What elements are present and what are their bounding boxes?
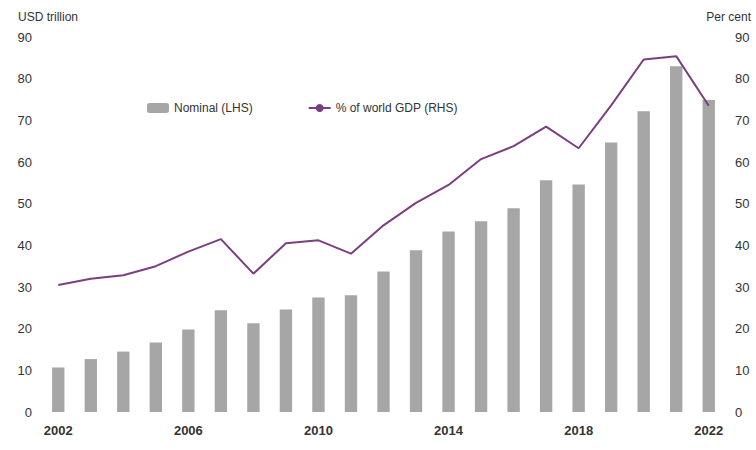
svg-text:30: 30 [18,280,32,295]
svg-text:USD trillion: USD trillion [18,10,78,24]
svg-text:60: 60 [18,155,32,170]
svg-text:50: 50 [18,196,32,211]
svg-text:70: 70 [735,113,749,128]
svg-text:2010: 2010 [304,423,333,438]
svg-text:80: 80 [18,71,32,86]
svg-text:70: 70 [18,113,32,128]
svg-text:2022: 2022 [694,423,723,438]
svg-text:90: 90 [735,30,749,45]
svg-text:2006: 2006 [174,423,203,438]
svg-text:50: 50 [735,196,749,211]
svg-text:20: 20 [735,321,749,336]
svg-text:80: 80 [735,71,749,86]
svg-text:10: 10 [18,363,32,378]
svg-text:0: 0 [25,405,32,420]
svg-text:0: 0 [735,405,742,420]
svg-text:Per cent: Per cent [706,10,751,24]
svg-text:2018: 2018 [564,423,593,438]
svg-text:2014: 2014 [434,423,464,438]
svg-text:2002: 2002 [44,423,73,438]
svg-text:40: 40 [18,238,32,253]
svg-text:40: 40 [735,238,749,253]
svg-text:% of world GDP (RHS): % of world GDP (RHS) [336,101,458,115]
svg-text:Nominal (LHS): Nominal (LHS) [174,101,253,115]
svg-text:10: 10 [735,363,749,378]
svg-text:90: 90 [18,30,32,45]
svg-text:60: 60 [735,155,749,170]
svg-text:20: 20 [18,321,32,336]
svg-text:30: 30 [735,280,749,295]
